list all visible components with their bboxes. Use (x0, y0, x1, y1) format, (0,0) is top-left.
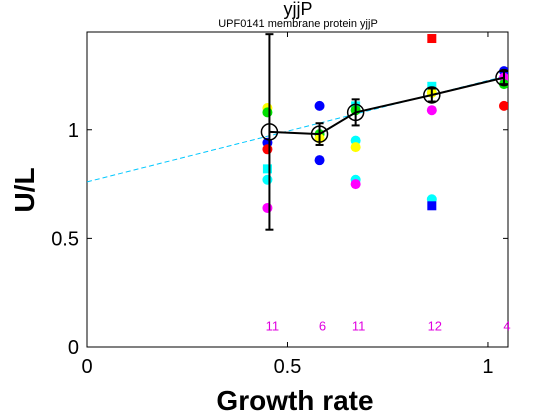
chart-title: yjjP (283, 0, 312, 19)
plot-area (87, 32, 508, 347)
sample-count-label: 4 (503, 318, 510, 333)
data-point (315, 155, 325, 165)
x-tick-label: 0.5 (274, 356, 302, 378)
data-point (427, 105, 437, 115)
chart-subtitle: UPF0141 membrane protein yjjP (218, 18, 378, 30)
sample-count-label: 11 (266, 318, 280, 333)
x-tick-label: 0 (81, 356, 92, 378)
sample-count-label: 11 (352, 318, 366, 333)
data-point-square (427, 201, 436, 210)
data-point (262, 203, 272, 213)
y-tick-label: 0 (68, 337, 79, 359)
data-point (499, 101, 509, 111)
sample-count-label: 12 (428, 318, 442, 333)
x-axis-label: Growth rate (216, 385, 373, 416)
y-tick-label: 1 (68, 120, 79, 142)
data-point (351, 142, 361, 152)
y-tick-label: 0.5 (51, 228, 79, 250)
sample-count-label: 6 (319, 318, 326, 333)
data-point (262, 175, 272, 185)
data-point-square (427, 34, 436, 43)
x-tick-label: 1 (482, 356, 493, 378)
data-point (351, 179, 361, 189)
data-point (315, 101, 325, 111)
data-point (262, 107, 272, 117)
data-point-square (263, 164, 272, 173)
data-point (262, 144, 272, 154)
y-axis-label: U/L (9, 167, 40, 212)
